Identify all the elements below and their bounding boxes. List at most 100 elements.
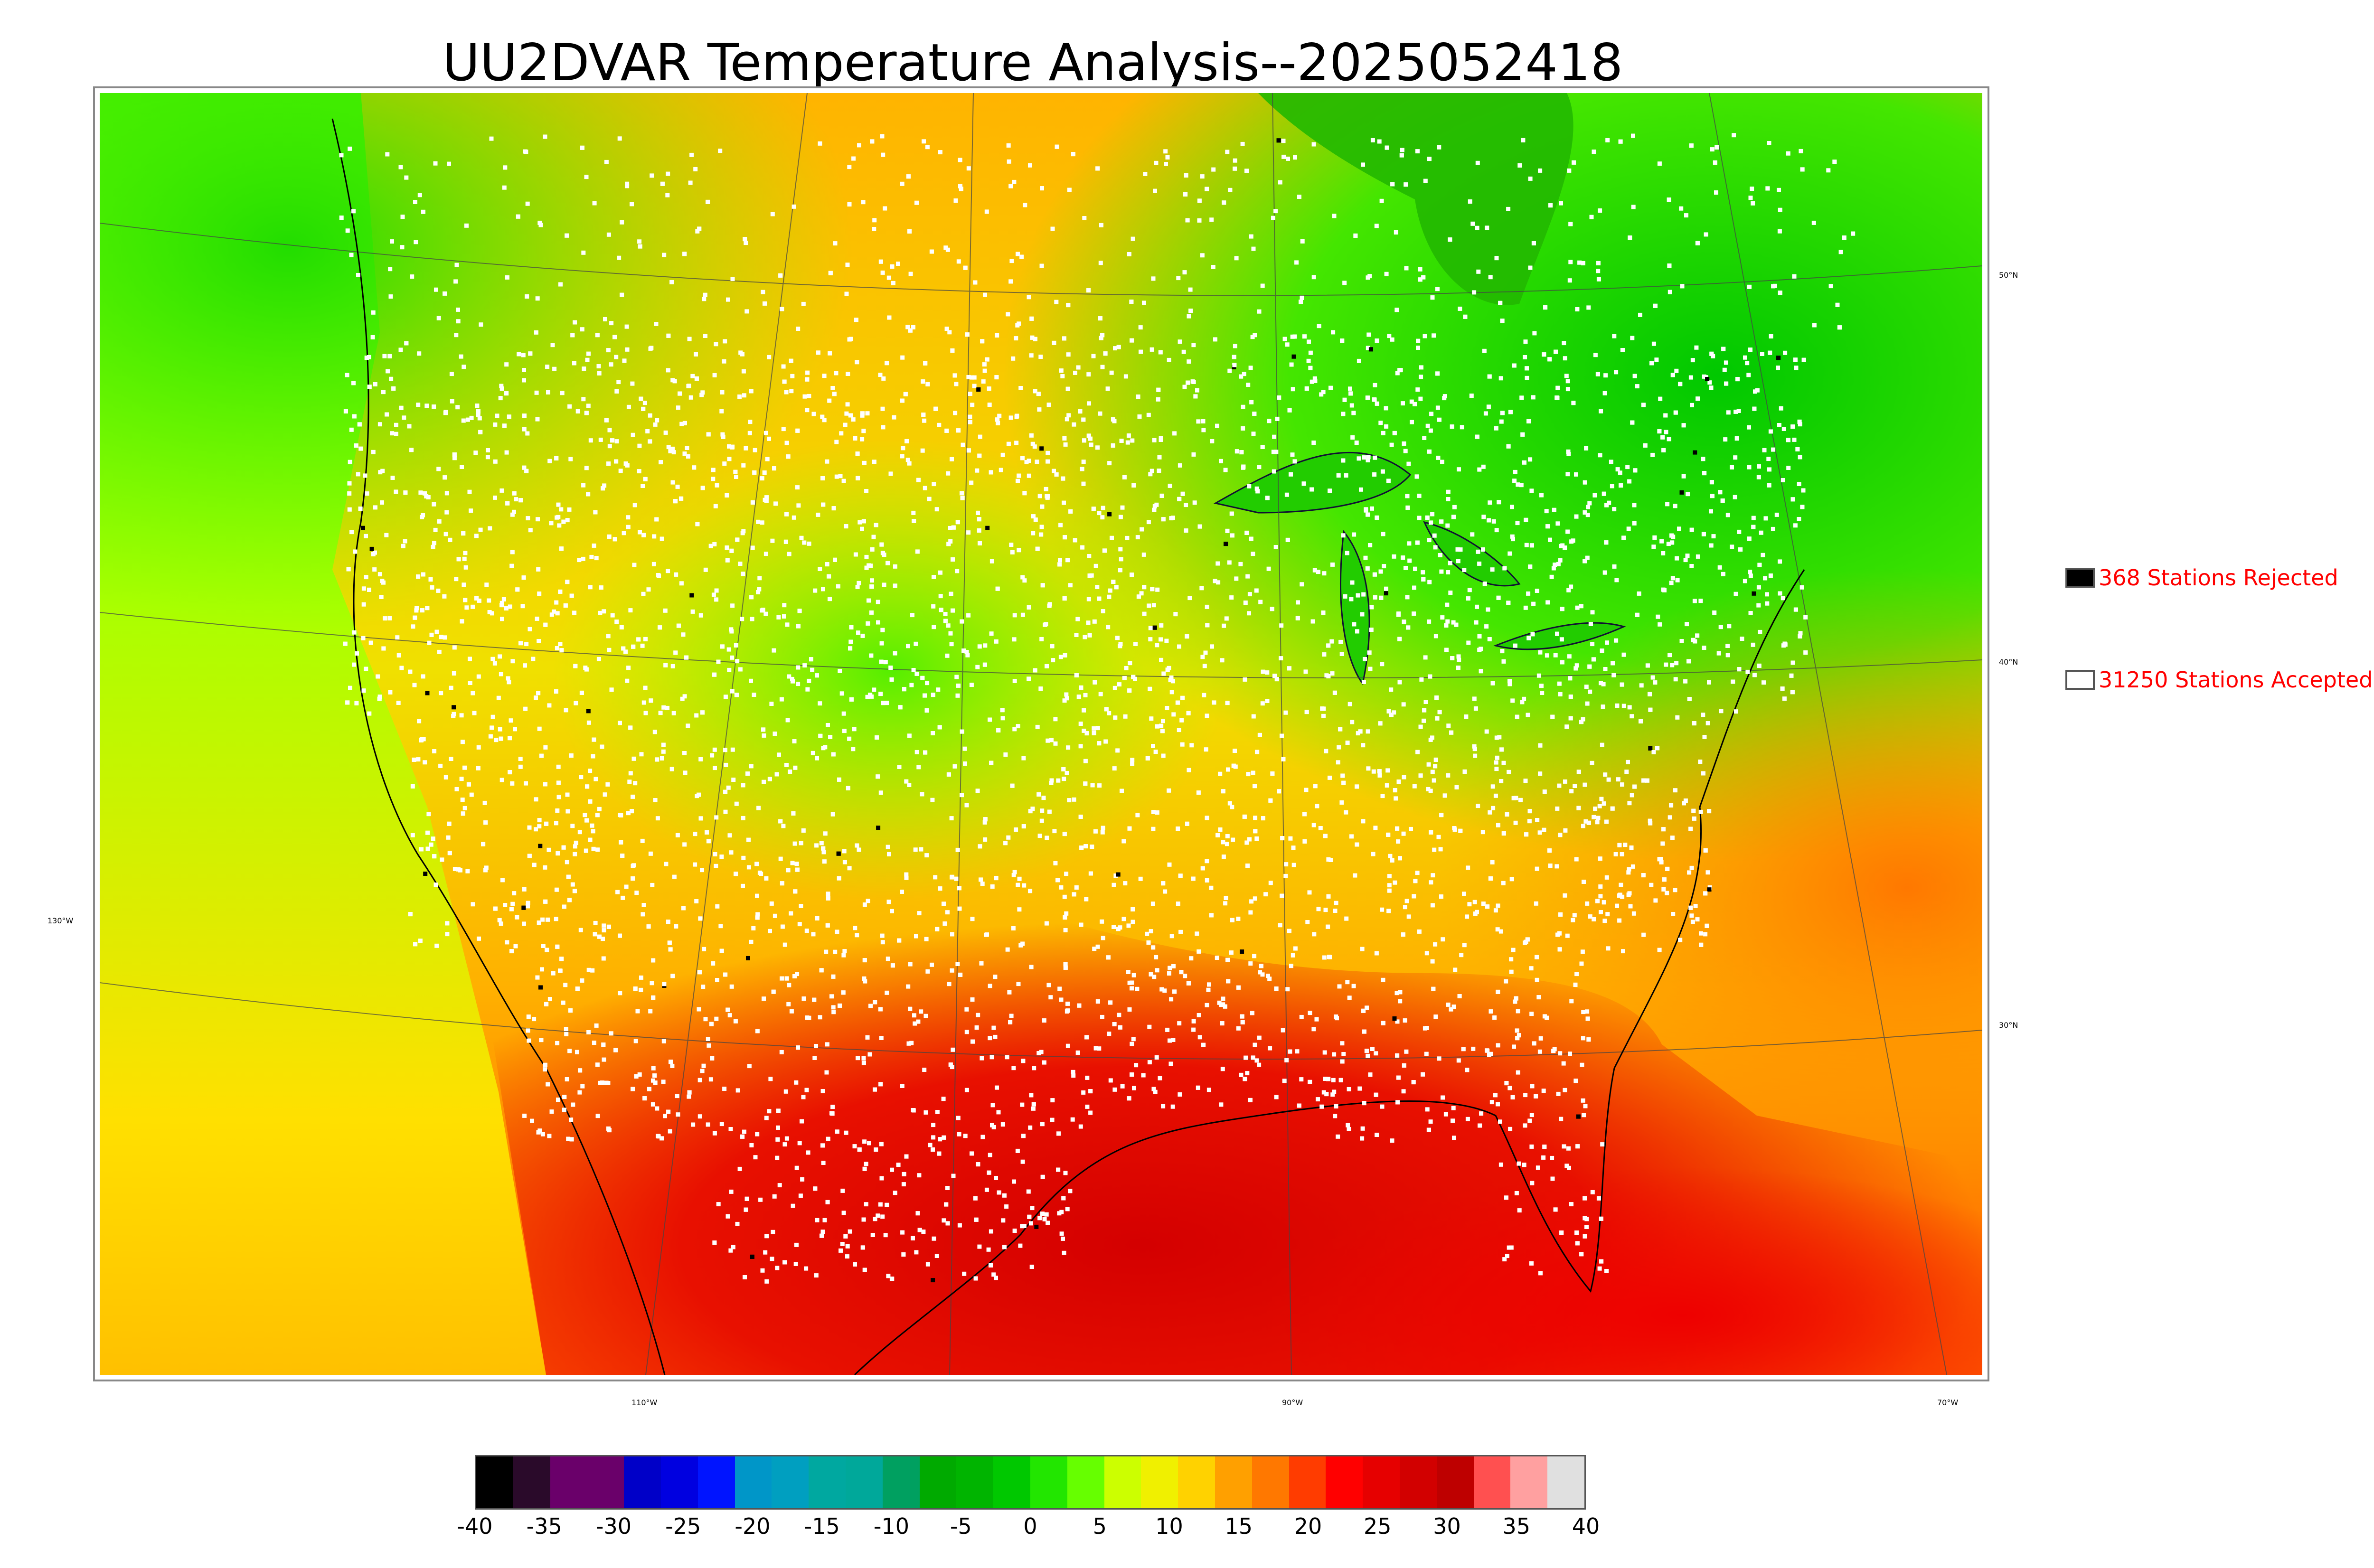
station-accepted	[1413, 879, 1418, 883]
station-accepted	[948, 1062, 953, 1067]
station-accepted	[1415, 871, 1420, 875]
station-accepted	[1548, 864, 1553, 868]
station-accepted	[1566, 452, 1571, 456]
station-accepted	[823, 831, 828, 836]
station-accepted	[1661, 551, 1666, 555]
station-accepted	[1535, 955, 1539, 959]
station-accepted	[980, 882, 985, 886]
station-accepted	[674, 924, 678, 929]
station-accepted	[1524, 543, 1529, 547]
station-accepted	[1187, 359, 1191, 364]
station-accepted	[1340, 1041, 1345, 1046]
station-accepted	[1350, 580, 1355, 585]
station-accepted	[1530, 1181, 1535, 1185]
station-accepted	[1063, 962, 1068, 967]
station-accepted	[1115, 748, 1120, 753]
station-accepted	[1492, 1015, 1497, 1020]
station-accepted	[983, 292, 987, 297]
station-accepted	[1532, 1041, 1536, 1046]
station-accepted	[1733, 455, 1738, 460]
station-accepted	[769, 901, 774, 906]
station-accepted	[735, 537, 740, 542]
station-accepted	[1107, 711, 1112, 715]
station-accepted	[1726, 410, 1731, 415]
station-accepted	[443, 775, 448, 779]
station-accepted	[1126, 433, 1131, 438]
station-accepted	[1236, 916, 1241, 921]
station-accepted	[534, 827, 538, 832]
station-accepted	[670, 446, 675, 451]
station-accepted	[474, 534, 479, 538]
station-accepted	[1112, 685, 1117, 690]
station-accepted	[1571, 401, 1576, 405]
station-accepted	[843, 423, 848, 427]
station-accepted	[1673, 677, 1678, 682]
station-accepted	[891, 281, 895, 285]
station-accepted	[681, 632, 686, 637]
station-accepted	[726, 297, 730, 302]
station-accepted	[684, 655, 689, 660]
station-accepted	[1046, 738, 1050, 743]
station-accepted	[1355, 842, 1359, 847]
station-accepted	[1415, 750, 1420, 754]
station-accepted	[1288, 1049, 1292, 1054]
station-accepted	[1566, 588, 1571, 592]
station-accepted	[1103, 739, 1108, 744]
station-accepted	[775, 1266, 780, 1270]
station-accepted	[526, 516, 530, 521]
station-accepted	[764, 498, 769, 503]
station-accepted	[641, 912, 645, 917]
station-accepted	[1494, 735, 1499, 740]
station-accepted	[898, 705, 903, 710]
station-accepted	[395, 635, 400, 640]
station-accepted	[699, 393, 704, 397]
station-accepted	[1631, 205, 1636, 209]
station-accepted	[862, 1268, 867, 1272]
station-accepted	[857, 520, 862, 525]
station-accepted	[1344, 916, 1349, 921]
station-accepted	[784, 441, 789, 445]
station-accepted	[1528, 265, 1533, 270]
station-accepted	[651, 1066, 656, 1070]
station-accepted	[1119, 439, 1124, 443]
station-accepted	[596, 657, 601, 661]
station-accepted	[1618, 470, 1622, 475]
station-accepted	[1118, 568, 1122, 573]
station-accepted	[1285, 342, 1290, 347]
station-accepted	[398, 165, 403, 169]
station-accepted	[597, 371, 602, 376]
station-accepted	[588, 769, 593, 773]
station-accepted	[499, 603, 504, 608]
station-accepted	[1274, 986, 1279, 991]
station-accepted	[1071, 152, 1075, 157]
station-accepted	[1414, 474, 1419, 479]
station-accepted	[1126, 970, 1130, 974]
station-accepted	[802, 663, 807, 668]
station-accepted	[1110, 535, 1114, 540]
station-accepted	[1716, 651, 1721, 656]
station-accepted	[482, 800, 487, 805]
station-accepted	[1182, 270, 1187, 275]
station-accepted	[1437, 710, 1442, 714]
station-accepted	[923, 693, 927, 698]
station-accepted	[675, 1094, 679, 1099]
station-accepted	[1567, 168, 1572, 173]
station-accepted	[1689, 865, 1694, 870]
station-accepted	[1039, 525, 1044, 529]
station-accepted	[1432, 778, 1436, 783]
station-accepted	[782, 603, 787, 608]
station-accepted	[799, 904, 803, 908]
station-accepted	[831, 1010, 836, 1014]
station-accepted	[1479, 669, 1483, 674]
station-accepted	[1141, 1073, 1146, 1078]
station-accepted	[1398, 990, 1403, 995]
station-accepted	[914, 1250, 919, 1255]
station-accepted	[1342, 397, 1347, 402]
station-accepted	[1063, 928, 1068, 932]
station-accepted	[1366, 766, 1371, 771]
station-accepted	[532, 1017, 537, 1022]
station-accepted	[501, 597, 506, 601]
station-accepted	[856, 1056, 860, 1061]
station-accepted	[1368, 543, 1373, 547]
station-accepted	[728, 1248, 733, 1253]
